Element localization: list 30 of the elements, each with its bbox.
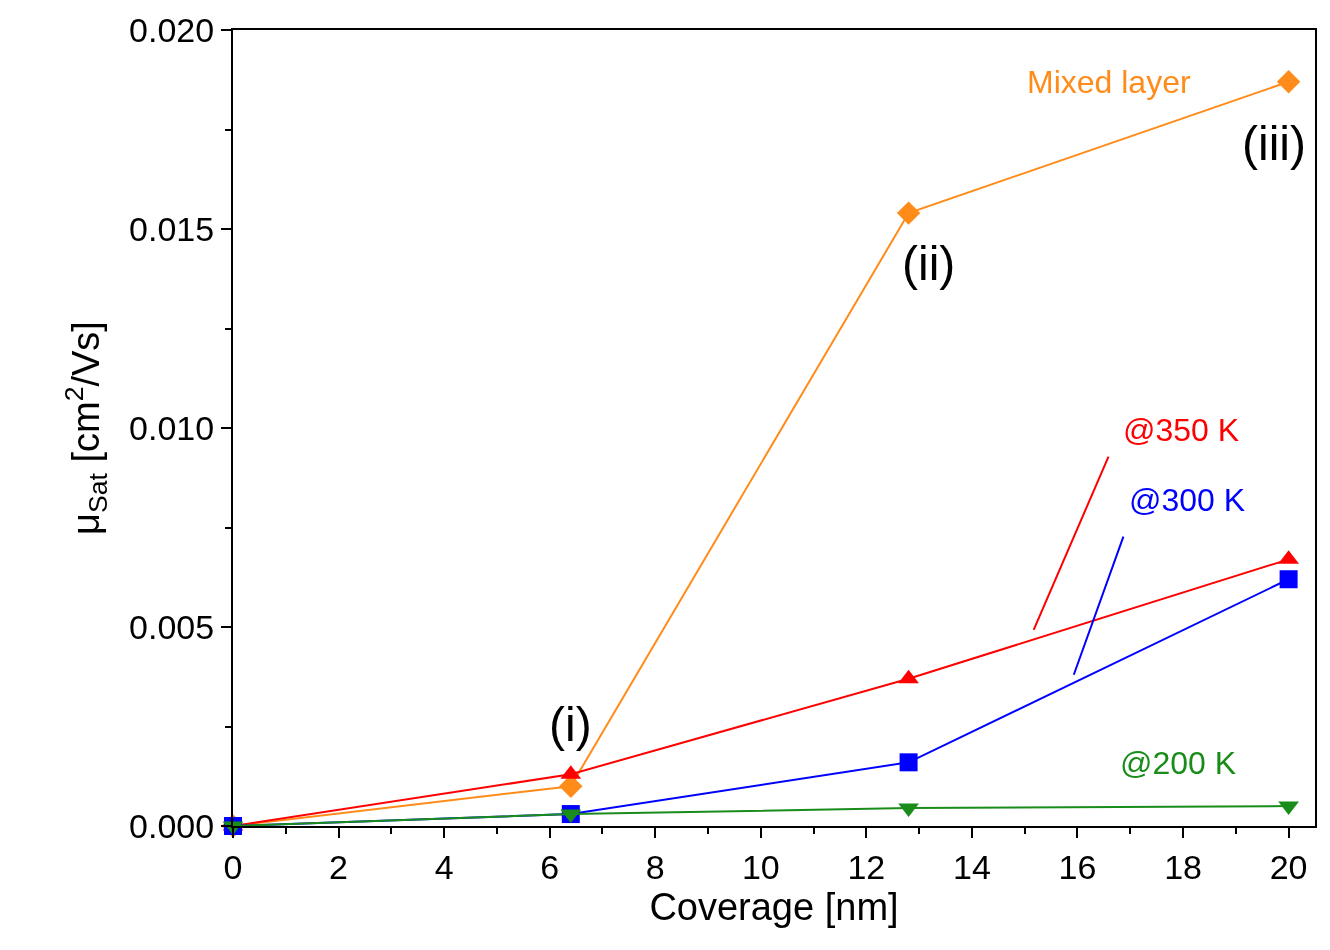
point — [896, 201, 921, 225]
point — [1279, 570, 1298, 589]
x-tick-label: 16 — [1058, 847, 1097, 886]
x-tick-label: 8 — [645, 847, 665, 886]
y-tick-label: 0.015 — [129, 209, 215, 248]
x-tick-label: 14 — [953, 847, 991, 886]
text: @350 K — [1123, 412, 1240, 448]
x-tick-label: 0 — [223, 847, 243, 886]
point — [898, 803, 919, 818]
x-tick-label: 2 — [329, 847, 349, 886]
x-tick-label: 4 — [434, 847, 454, 886]
annotation: (ii) — [902, 237, 956, 290]
point — [1276, 70, 1301, 94]
x-tick-label: 6 — [540, 847, 560, 886]
y-tick-label: 0.020 — [129, 10, 215, 49]
x-tick-label: 18 — [1164, 847, 1202, 886]
y-tick-label: 0.005 — [129, 607, 215, 646]
annotation: (i) — [549, 698, 592, 751]
x-tick-label: 20 — [1269, 847, 1308, 886]
point — [1278, 801, 1299, 816]
point — [899, 753, 918, 772]
y-tick-label: 0.010 — [129, 408, 215, 447]
series-label: Mixed layer — [1027, 64, 1191, 100]
series-label: @300 K — [1129, 482, 1246, 518]
y-tick-label: 0.000 — [129, 806, 215, 845]
annotation: (iii) — [1242, 117, 1306, 170]
x-tick-label: 12 — [847, 847, 886, 886]
series-label: @200 K — [1120, 745, 1237, 781]
x-axis-title: Coverage [nm] — [649, 885, 899, 928]
x-tick-label: 10 — [741, 847, 780, 886]
